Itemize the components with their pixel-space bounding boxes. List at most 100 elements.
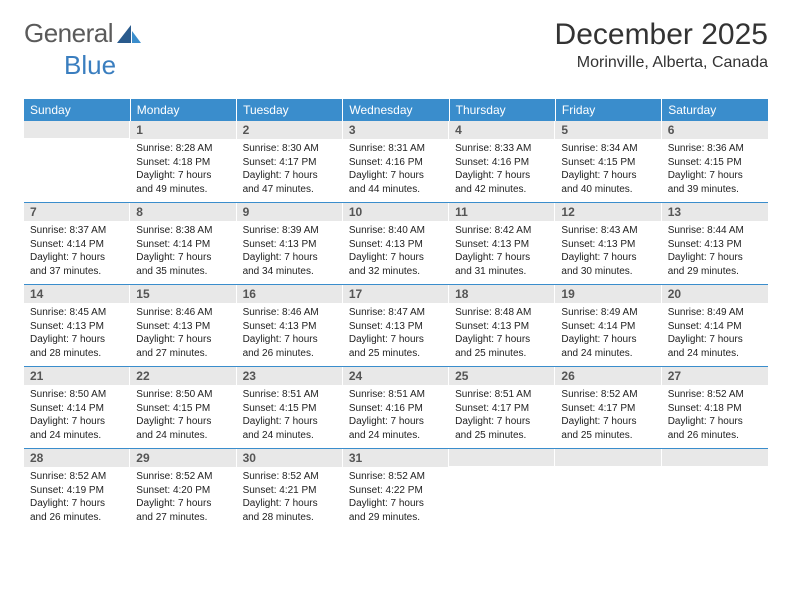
day-number: 21 xyxy=(24,367,130,385)
day-cell: 16Sunrise: 8:46 AMSunset: 4:13 PMDayligh… xyxy=(237,285,343,367)
title-block: December 2025 Morinville, Alberta, Canad… xyxy=(555,18,768,72)
logo-word-2: Blue xyxy=(64,50,116,80)
day-info: Sunrise: 8:49 AMSunset: 4:14 PMDaylight:… xyxy=(662,303,768,366)
logo-sail-icon xyxy=(117,25,143,45)
month-title: December 2025 xyxy=(555,18,768,52)
day-number: 3 xyxy=(343,121,449,139)
calendar-body: 1Sunrise: 8:28 AMSunset: 4:18 PMDaylight… xyxy=(24,121,768,530)
day-cell: 29Sunrise: 8:52 AMSunset: 4:20 PMDayligh… xyxy=(130,449,236,531)
day-info: Sunrise: 8:52 AMSunset: 4:19 PMDaylight:… xyxy=(24,467,130,530)
day-info: Sunrise: 8:40 AMSunset: 4:13 PMDaylight:… xyxy=(343,221,449,284)
weekday-header: Wednesday xyxy=(343,99,449,121)
calendar-table: Sunday Monday Tuesday Wednesday Thursday… xyxy=(24,99,768,530)
day-info: Sunrise: 8:52 AMSunset: 4:21 PMDaylight:… xyxy=(237,467,343,530)
weekday-header: Sunday xyxy=(24,99,130,121)
day-number: 11 xyxy=(449,203,555,221)
day-info: Sunrise: 8:33 AMSunset: 4:16 PMDaylight:… xyxy=(449,139,555,202)
day-info: Sunrise: 8:28 AMSunset: 4:18 PMDaylight:… xyxy=(130,139,236,202)
day-info: Sunrise: 8:38 AMSunset: 4:14 PMDaylight:… xyxy=(130,221,236,284)
day-number: 15 xyxy=(130,285,236,303)
day-cell: 26Sunrise: 8:52 AMSunset: 4:17 PMDayligh… xyxy=(555,367,661,449)
day-cell: 17Sunrise: 8:47 AMSunset: 4:13 PMDayligh… xyxy=(343,285,449,367)
day-cell: 19Sunrise: 8:49 AMSunset: 4:14 PMDayligh… xyxy=(555,285,661,367)
day-cell: 25Sunrise: 8:51 AMSunset: 4:17 PMDayligh… xyxy=(449,367,555,449)
day-number xyxy=(662,449,768,466)
day-number xyxy=(555,449,661,466)
day-info xyxy=(24,138,130,196)
day-number: 12 xyxy=(555,203,661,221)
day-number: 19 xyxy=(555,285,661,303)
day-number: 30 xyxy=(237,449,343,467)
day-number: 14 xyxy=(24,285,130,303)
day-info: Sunrise: 8:52 AMSunset: 4:22 PMDaylight:… xyxy=(343,467,449,530)
week-row: 7Sunrise: 8:37 AMSunset: 4:14 PMDaylight… xyxy=(24,203,768,285)
day-cell: 7Sunrise: 8:37 AMSunset: 4:14 PMDaylight… xyxy=(24,203,130,285)
day-cell: 4Sunrise: 8:33 AMSunset: 4:16 PMDaylight… xyxy=(449,121,555,203)
day-cell: 6Sunrise: 8:36 AMSunset: 4:15 PMDaylight… xyxy=(662,121,768,203)
weekday-header-row: Sunday Monday Tuesday Wednesday Thursday… xyxy=(24,99,768,121)
day-number: 7 xyxy=(24,203,130,221)
day-info: Sunrise: 8:39 AMSunset: 4:13 PMDaylight:… xyxy=(237,221,343,284)
day-cell: 21Sunrise: 8:50 AMSunset: 4:14 PMDayligh… xyxy=(24,367,130,449)
day-cell: 14Sunrise: 8:45 AMSunset: 4:13 PMDayligh… xyxy=(24,285,130,367)
day-cell: 28Sunrise: 8:52 AMSunset: 4:19 PMDayligh… xyxy=(24,449,130,531)
day-number xyxy=(24,121,130,138)
day-info: Sunrise: 8:46 AMSunset: 4:13 PMDaylight:… xyxy=(237,303,343,366)
weekday-header: Tuesday xyxy=(237,99,343,121)
day-number: 8 xyxy=(130,203,236,221)
day-number: 31 xyxy=(343,449,449,467)
day-cell: 31Sunrise: 8:52 AMSunset: 4:22 PMDayligh… xyxy=(343,449,449,531)
day-number: 1 xyxy=(130,121,236,139)
day-info: Sunrise: 8:34 AMSunset: 4:15 PMDaylight:… xyxy=(555,139,661,202)
day-info: Sunrise: 8:52 AMSunset: 4:20 PMDaylight:… xyxy=(130,467,236,530)
day-number: 13 xyxy=(662,203,768,221)
weekday-header: Saturday xyxy=(662,99,768,121)
day-cell: 13Sunrise: 8:44 AMSunset: 4:13 PMDayligh… xyxy=(662,203,768,285)
day-cell: 10Sunrise: 8:40 AMSunset: 4:13 PMDayligh… xyxy=(343,203,449,285)
day-info: Sunrise: 8:43 AMSunset: 4:13 PMDaylight:… xyxy=(555,221,661,284)
weekday-header: Monday xyxy=(130,99,236,121)
day-number: 22 xyxy=(130,367,236,385)
day-info: Sunrise: 8:46 AMSunset: 4:13 PMDaylight:… xyxy=(130,303,236,366)
day-cell: 20Sunrise: 8:49 AMSunset: 4:14 PMDayligh… xyxy=(662,285,768,367)
week-row: 1Sunrise: 8:28 AMSunset: 4:18 PMDaylight… xyxy=(24,121,768,203)
day-info: Sunrise: 8:45 AMSunset: 4:13 PMDaylight:… xyxy=(24,303,130,366)
day-cell: 9Sunrise: 8:39 AMSunset: 4:13 PMDaylight… xyxy=(237,203,343,285)
day-number: 28 xyxy=(24,449,130,467)
day-info: Sunrise: 8:36 AMSunset: 4:15 PMDaylight:… xyxy=(662,139,768,202)
day-number: 27 xyxy=(662,367,768,385)
calendar-page: General December 2025 Morinville, Albert… xyxy=(0,0,792,554)
day-info xyxy=(555,466,661,524)
day-number: 10 xyxy=(343,203,449,221)
day-info: Sunrise: 8:37 AMSunset: 4:14 PMDaylight:… xyxy=(24,221,130,284)
day-cell xyxy=(449,449,555,531)
day-info: Sunrise: 8:42 AMSunset: 4:13 PMDaylight:… xyxy=(449,221,555,284)
day-info: Sunrise: 8:50 AMSunset: 4:15 PMDaylight:… xyxy=(130,385,236,448)
day-cell xyxy=(555,449,661,531)
day-cell: 1Sunrise: 8:28 AMSunset: 4:18 PMDaylight… xyxy=(130,121,236,203)
day-number: 23 xyxy=(237,367,343,385)
logo-word-1: General xyxy=(24,18,113,49)
day-info: Sunrise: 8:31 AMSunset: 4:16 PMDaylight:… xyxy=(343,139,449,202)
day-info: Sunrise: 8:50 AMSunset: 4:14 PMDaylight:… xyxy=(24,385,130,448)
logo: General xyxy=(24,18,143,49)
day-info: Sunrise: 8:48 AMSunset: 4:13 PMDaylight:… xyxy=(449,303,555,366)
day-number: 29 xyxy=(130,449,236,467)
day-number xyxy=(449,449,555,466)
day-number: 2 xyxy=(237,121,343,139)
day-cell xyxy=(24,121,130,203)
day-info: Sunrise: 8:44 AMSunset: 4:13 PMDaylight:… xyxy=(662,221,768,284)
day-number: 20 xyxy=(662,285,768,303)
day-number: 18 xyxy=(449,285,555,303)
day-cell: 24Sunrise: 8:51 AMSunset: 4:16 PMDayligh… xyxy=(343,367,449,449)
day-info: Sunrise: 8:47 AMSunset: 4:13 PMDaylight:… xyxy=(343,303,449,366)
day-number: 25 xyxy=(449,367,555,385)
day-cell: 30Sunrise: 8:52 AMSunset: 4:21 PMDayligh… xyxy=(237,449,343,531)
weekday-header: Thursday xyxy=(449,99,555,121)
day-number: 4 xyxy=(449,121,555,139)
day-info: Sunrise: 8:52 AMSunset: 4:18 PMDaylight:… xyxy=(662,385,768,448)
day-info: Sunrise: 8:52 AMSunset: 4:17 PMDaylight:… xyxy=(555,385,661,448)
day-cell: 5Sunrise: 8:34 AMSunset: 4:15 PMDaylight… xyxy=(555,121,661,203)
day-cell: 8Sunrise: 8:38 AMSunset: 4:14 PMDaylight… xyxy=(130,203,236,285)
day-info xyxy=(449,466,555,524)
